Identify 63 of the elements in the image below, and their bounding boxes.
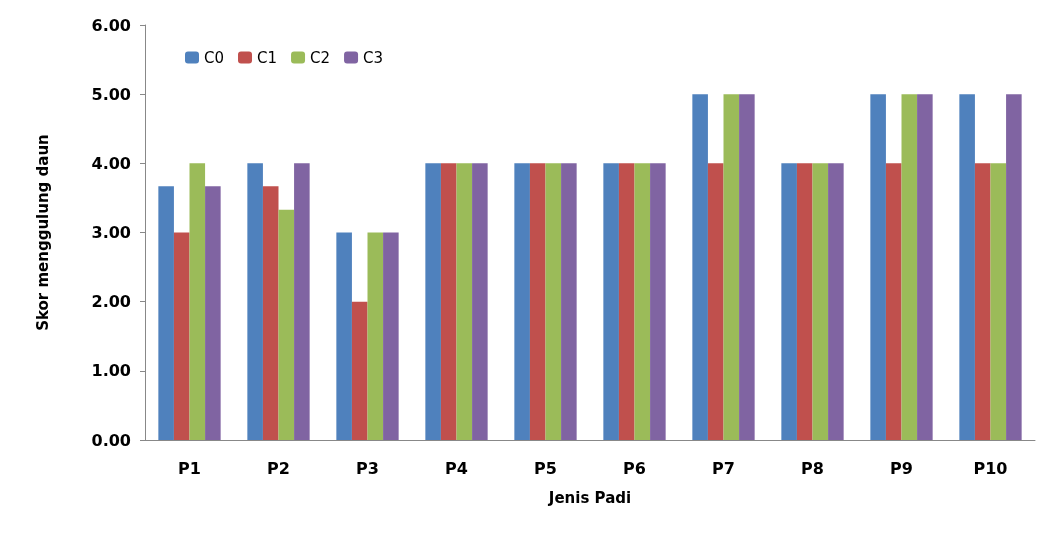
bar [739,94,755,440]
bar [514,163,530,440]
y-tick-label: 6.00 [91,15,131,35]
bar [472,163,488,440]
bar [247,163,263,440]
bar [545,163,562,440]
bar [723,94,740,440]
bar [901,94,918,440]
bar [294,163,310,440]
bar [262,186,279,440]
bar [561,163,577,440]
bar [974,163,991,440]
bar [634,163,651,440]
x-tick-label: P6 [623,458,646,478]
x-tick-label: P5 [534,458,557,478]
bar [692,94,708,440]
y-tick-label: 1.00 [91,361,131,381]
bar [812,163,829,440]
y-tick-label: 4.00 [91,153,131,173]
bar [959,94,975,440]
bar [351,301,368,440]
bar [529,163,546,440]
legend-label: C3 [363,48,384,67]
bar [828,163,844,440]
x-tick-label: P2 [267,458,290,478]
bar [796,163,813,440]
bar [870,94,886,440]
legend-label: C0 [204,48,225,67]
y-tick-label: 5.00 [91,84,131,104]
bar [650,163,666,440]
bar [336,232,352,440]
bar [383,232,399,440]
bar [158,186,174,440]
bar [173,232,190,440]
bar [917,94,933,440]
bar [189,163,206,440]
x-tick-label: P7 [712,458,735,478]
x-tick-label: P10 [973,458,1008,478]
legend-label: C2 [310,48,331,67]
bar [367,232,384,440]
bar [278,209,295,440]
bar [781,163,797,440]
x-tick-label: P8 [801,458,824,478]
bar [456,163,473,440]
bar [425,163,441,440]
y-tick-label: 0.00 [91,430,131,450]
legend-label: C1 [257,48,278,67]
bar [603,163,619,440]
bar [1006,94,1022,440]
bar [440,163,457,440]
y-tick-label: 2.00 [91,292,131,312]
y-axis-title: Skor menggulung daun [33,134,52,331]
x-tick-label: P9 [890,458,913,478]
bar [707,163,724,440]
x-axis-title: Jenis Padi [547,488,632,507]
bar [205,186,221,440]
bar [618,163,635,440]
bar [990,163,1007,440]
bar [885,163,902,440]
x-tick-label: P4 [445,458,468,478]
x-tick-label: P3 [356,458,379,478]
x-tick-label: P1 [178,458,201,478]
y-tick-label: 3.00 [91,223,131,242]
